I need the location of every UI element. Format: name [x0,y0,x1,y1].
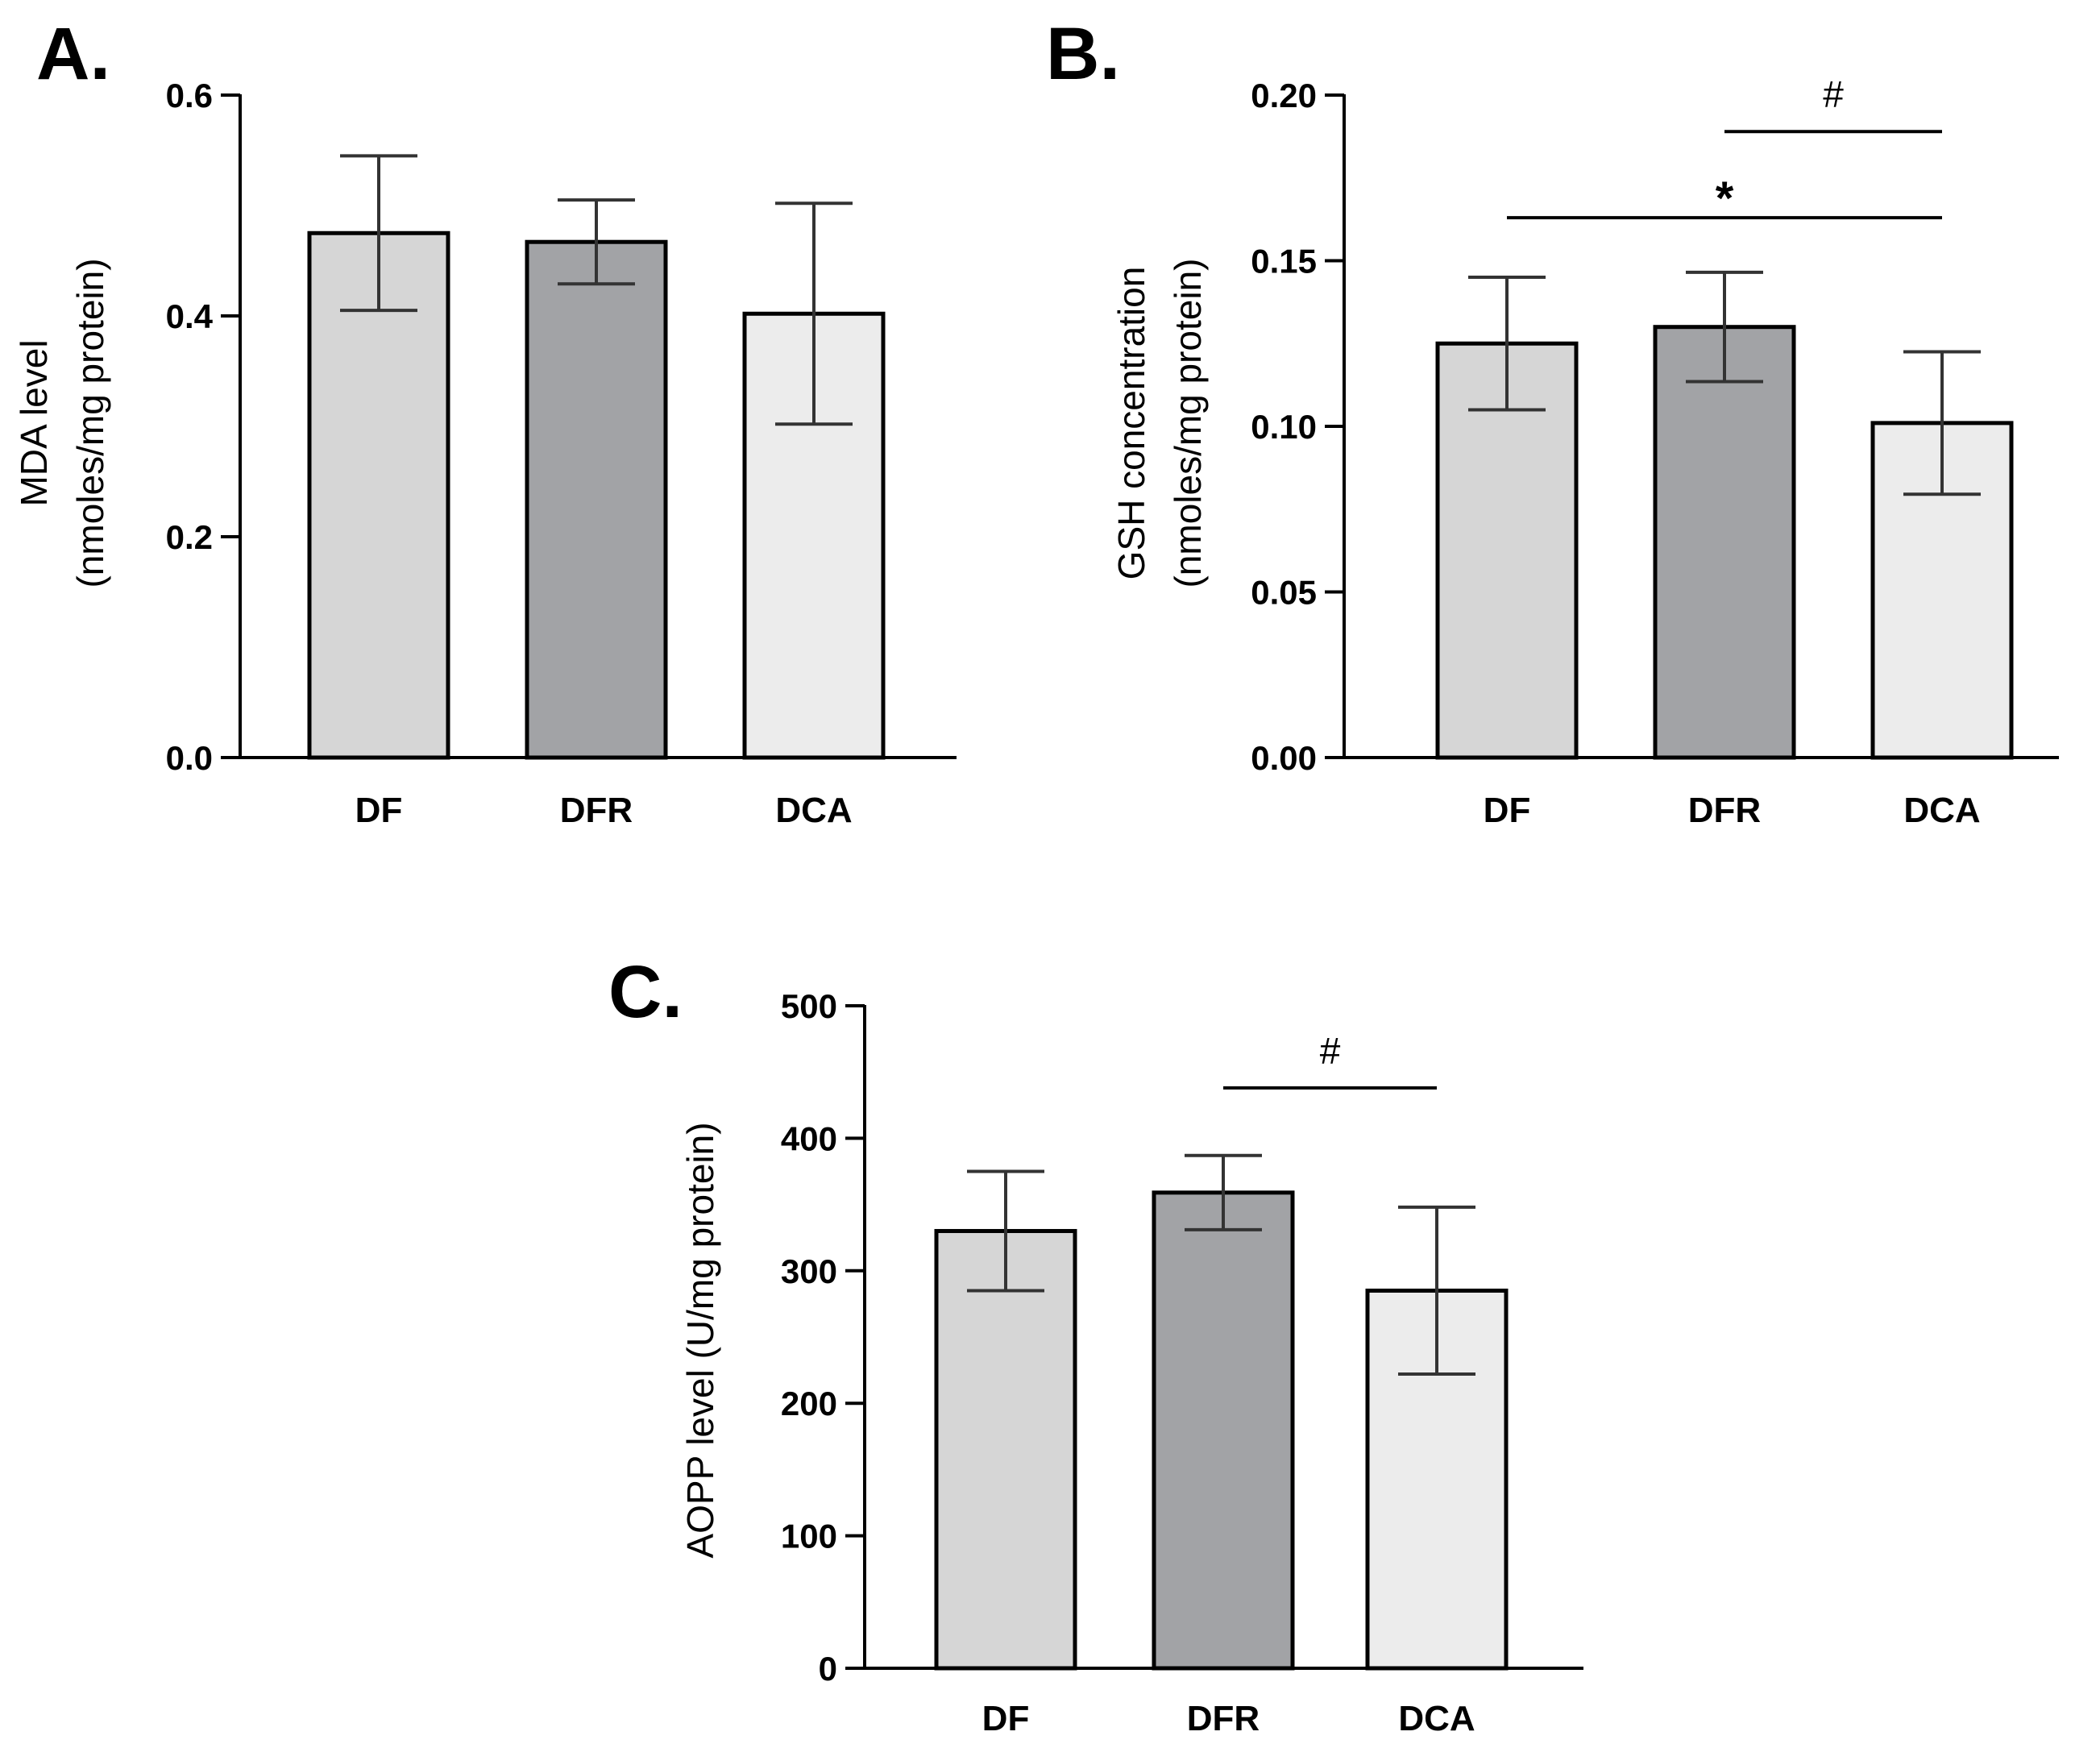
panel-a-bar-dfr [525,239,668,760]
panel-c-letter: C. [608,951,683,1033]
panel-a-y-axis-title-line-2: (nmoles/mg protein) [69,258,111,588]
panel-a-y-tick-label: 0.4 [166,297,214,335]
panel-c-y-tick-label: 0 [819,1650,837,1688]
panel-b-chart: B. GSH concentration (nmoles/mg protein) 0.… [1046,13,2059,830]
panel-b-y-axis-title-line-2: (nmoles/mg protein) [1167,258,1209,588]
panel-c-y-tick-label: 300 [781,1252,837,1290]
panel-c-y-axis-title-line-1: AOPP level (U/mg protein) [679,1122,721,1558]
panel-a-bar-df [307,230,450,760]
panel-b-y-tick-label: 0.05 [1251,574,1317,612]
panel-b-y-tick-label: 0.10 [1251,408,1317,446]
panel-b-bar-dfr [1653,325,1796,760]
panel-b-significance-symbol-1: * [1716,172,1734,225]
panel-b-x-tick-label-df: DF [1484,791,1531,830]
panel-c-chart: C. AOPP level (U/mg protein) 0 100 200 300 400… [608,951,1583,1738]
panel-c-y-tick-label: 500 [781,987,837,1025]
panel-b-x-tick-label-dca: DCA [1903,791,1980,830]
panel-c-y-tick-label: 400 [781,1119,837,1157]
panel-c-bar-df [934,1228,1077,1671]
panel-c-x-tick-label-dca: DCA [1398,1699,1475,1738]
panel-b-significance-symbol-2: # [1823,73,1844,115]
panel-b-y-tick-label: 0.15 [1251,243,1317,280]
panel-a-chart: A. MDA level (nmoles/mg protein) 0.0 0.2 0.4 0… [13,13,957,830]
panel-b-y-tick-label: 0.00 [1251,739,1317,777]
panel-c-y-tick-label: 100 [781,1518,837,1555]
panel-a-y-tick-label: 0.2 [166,518,213,556]
panel-b-letter: B. [1046,13,1120,95]
panel-c-bar-dfr [1152,1190,1295,1671]
panel-a-x-tick-label-dca: DCA [775,791,852,830]
panel-c-y-tick-label: 200 [781,1385,837,1422]
panel-a-letter: A. [36,13,110,95]
panel-c-x-tick-label-df: DF [982,1699,1030,1738]
panel-a-x-tick-label-df: DF [355,791,403,830]
panel-b-y-tick-label: 0.20 [1251,77,1317,114]
panel-b-y-axis-title-line-1: GSH concentration [1110,267,1152,580]
panel-a-y-tick-label: 0.0 [166,739,213,777]
panel-c-significance-symbol-1: # [1320,1030,1341,1072]
panel-a-y-tick-label: 0.6 [166,77,213,114]
panel-a-x-tick-label-dfr: DFR [560,791,633,830]
panel-b-x-tick-label-dfr: DFR [1688,791,1761,830]
panel-c-x-tick-label-dfr: DFR [1187,1699,1260,1738]
panel-a-y-axis-title-line-1: MDA level [13,339,55,506]
panel-b-bar-df [1435,341,1579,760]
